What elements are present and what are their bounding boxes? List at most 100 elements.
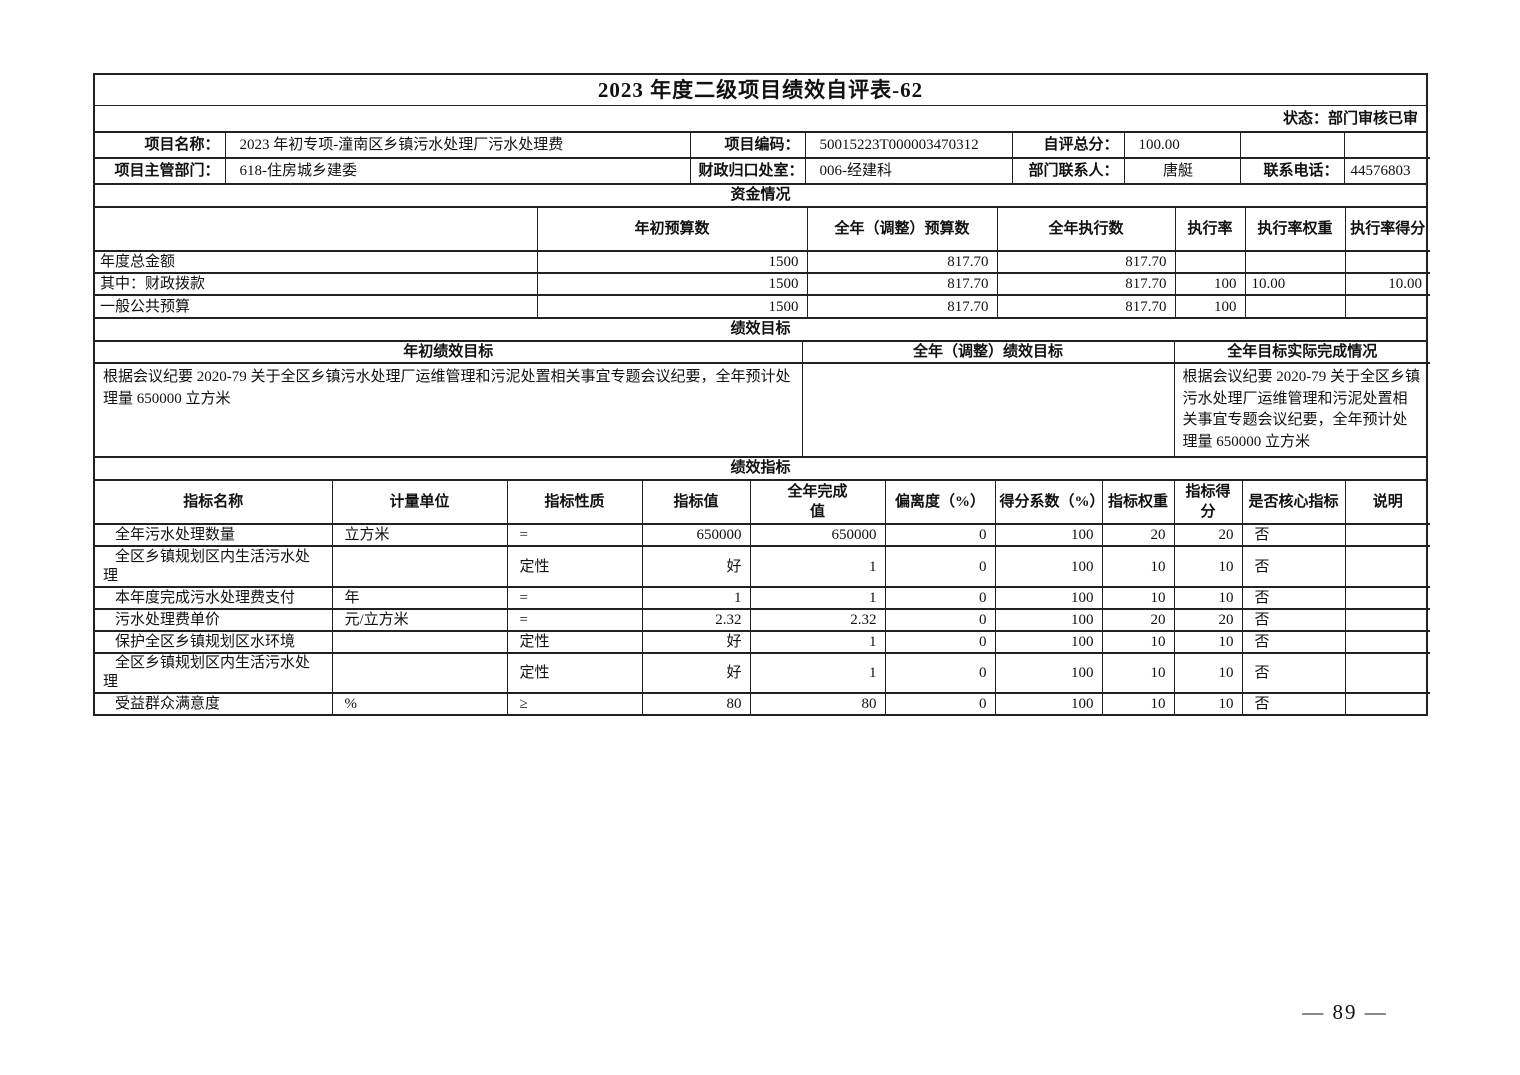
ind-header-score-coef: 得分系数（%）: [994, 481, 1102, 524]
indicator-name: 全区乡镇规划区内生活污水处理: [95, 652, 332, 693]
fund-cell: [1344, 250, 1430, 273]
fund-header-row: 年初预算数 全年（调整）预算数 全年执行数 执行率 执行率权重 执行率得分: [95, 208, 1430, 251]
goals-section: 年初绩效目标 全年（调整）绩效目标 全年目标实际完成情况 根据会议纪要 2020…: [95, 340, 1430, 456]
fund-row-label: 年度总金额: [95, 250, 537, 273]
fund-cell: 1500: [536, 294, 807, 317]
indicator-deviation: 0: [884, 652, 995, 693]
project-info-table: 项目名称： 2023 年初专项-潼南区乡镇污水处理厂污水处理费 项目编码： 50…: [95, 133, 1430, 183]
indicator-completed: 1: [749, 586, 885, 609]
indicator-note: [1344, 545, 1430, 587]
self-score-label: 自评总分：: [1011, 133, 1124, 158]
office-label: 财政归口处室：: [689, 157, 805, 183]
fund-cell: 817.70: [806, 294, 997, 317]
indicator-score-coef: 100: [994, 630, 1102, 653]
indicator-weight: 10: [1101, 652, 1174, 693]
indicator-core-flag: 否: [1241, 523, 1345, 546]
indicators-section-title: 绩效指标: [95, 456, 1426, 479]
indicator-deviation: 0: [884, 630, 995, 653]
fund-section-title: 资金情况: [95, 183, 1426, 206]
indicator-core-flag: 否: [1241, 630, 1345, 653]
indicator-score: 10: [1173, 586, 1242, 609]
indicator-note: [1344, 586, 1430, 609]
ind-header-kind: 指标性质: [506, 481, 642, 524]
indicator-score-coef: 100: [994, 652, 1102, 693]
indicator-unit: [331, 652, 507, 693]
fund-cell: 100: [1174, 272, 1245, 295]
ind-header-completed: 全年完成 值: [749, 481, 885, 524]
fund-cell: [1344, 294, 1430, 317]
indicator-completed: 80: [749, 692, 885, 714]
indicator-score-coef: 100: [994, 586, 1102, 609]
indicator-core-flag: 否: [1241, 652, 1345, 693]
fund-header-exec-rate-score: 执行率得分: [1344, 208, 1430, 251]
indicator-row: 污水处理费单价 元/立方米 = 2.32 2.32 0 100 20 20 否: [95, 608, 1430, 631]
fund-row-fiscal: 其中：财政拨款 1500 817.70 817.70 100 10.00 10.…: [95, 272, 1430, 295]
empty-cell: [1343, 133, 1430, 158]
indicator-row: 全年污水处理数量 立方米 = 650000 650000 0 100 20 20…: [95, 523, 1430, 546]
status-text: 状态：部门审核已审: [95, 105, 1426, 131]
indicator-completed: 1: [749, 545, 885, 587]
self-evaluation-form: 2023 年度二级项目绩效自评表-62 状态：部门审核已审 项目名称： 2023…: [93, 73, 1430, 716]
indicator-weight: 10: [1101, 545, 1174, 587]
project-info-row-2: 项目主管部门： 618-住房城乡建委 财政归口处室： 006-经建科 部门联系人…: [95, 157, 1430, 183]
indicator-deviation: 0: [884, 586, 995, 609]
indicators-table: 指标名称 计量单位 指标性质 指标值 全年完成 值 偏离度（%） 得分系数（%）…: [95, 481, 1430, 714]
fund-cell: 817.70: [996, 250, 1175, 273]
indicator-completed: 1: [749, 652, 885, 693]
indicator-target: 1: [641, 586, 750, 609]
goals-header-adjusted: 全年（调整）绩效目标: [801, 342, 1174, 363]
page-title: 2023 年度二级项目绩效自评表-62: [597, 78, 924, 102]
fund-header-initial-budget: 年初预算数: [536, 208, 807, 251]
ind-header-weight: 指标权重: [1101, 481, 1174, 524]
fund-section: 年初预算数 全年（调整）预算数 全年执行数 执行率 执行率权重 执行率得分 年度…: [95, 206, 1430, 317]
ind-header-core: 是否核心指标: [1241, 481, 1345, 524]
indicator-score: 10: [1173, 545, 1242, 587]
indicator-weight: 10: [1101, 586, 1174, 609]
indicator-row: 全区乡镇规划区内生活污水处理 定性 好 1 0 100 10 10 否: [95, 652, 1430, 693]
indicator-target: 好: [641, 652, 750, 693]
fund-cell: [1244, 294, 1345, 317]
project-name-value: 2023 年初专项-潼南区乡镇污水处理厂污水处理费: [224, 133, 690, 158]
project-info-row-1: 项目名称： 2023 年初专项-潼南区乡镇污水处理厂污水处理费 项目编码： 50…: [95, 133, 1430, 158]
ind-header-note: 说明: [1344, 481, 1430, 524]
indicator-name: 全年污水处理数量: [95, 523, 332, 546]
indicator-note: [1344, 630, 1430, 653]
indicator-kind: ≥: [506, 692, 642, 714]
indicator-core-flag: 否: [1241, 608, 1345, 631]
indicator-name: 污水处理费单价: [95, 608, 332, 631]
ind-header-name: 指标名称: [183, 494, 244, 510]
indicator-completed: 1: [749, 630, 885, 653]
ind-header-deviation: 偏离度（%）: [884, 481, 995, 524]
fund-row-label: 其中：财政拨款: [95, 272, 537, 295]
phone-label: 联系电话：: [1239, 157, 1344, 183]
project-code-value: 50015223T000003470312: [804, 133, 1012, 158]
ind-header-score: 指标得分: [1173, 481, 1242, 524]
indicator-score-coef: 100: [994, 692, 1102, 714]
goals-header-actual: 全年目标实际完成情况: [1173, 342, 1430, 363]
indicator-name: 受益群众满意度: [95, 692, 332, 714]
indicator-name: 全区乡镇规划区内生活污水处理: [95, 545, 332, 587]
fund-row-public-budget: 一般公共预算 1500 817.70 817.70 100: [95, 294, 1430, 317]
indicator-kind: 定性: [506, 545, 642, 587]
fund-header-exec-rate: 执行率: [1174, 208, 1245, 251]
goals-header-initial: 年初绩效目标: [403, 344, 494, 360]
fund-cell: 1500: [536, 272, 807, 295]
indicator-kind: 定性: [506, 652, 642, 693]
indicator-row: 保护全区乡镇规划区水环境 定性 好 1 0 100 10 10 否: [95, 630, 1430, 653]
indicator-row: 全区乡镇规划区内生活污水处理 定性 好 1 0 100 10 10 否: [95, 545, 1430, 587]
indicator-target: 好: [641, 545, 750, 587]
fund-header-blank: [95, 208, 537, 251]
indicator-unit: [331, 545, 507, 587]
project-name-label: 项目名称：: [144, 137, 220, 153]
indicator-unit: 立方米: [331, 523, 507, 546]
ind-header-target: 指标值: [641, 481, 750, 524]
indicator-deviation: 0: [884, 523, 995, 546]
ind-header-unit: 计量单位: [331, 481, 507, 524]
indicator-kind: =: [506, 523, 642, 546]
fund-header-executed: 全年执行数: [996, 208, 1175, 251]
goals-section-title: 绩效目标: [95, 317, 1426, 340]
indicator-score-coef: 100: [994, 523, 1102, 546]
indicator-weight: 20: [1101, 608, 1174, 631]
fund-cell: 817.70: [996, 272, 1175, 295]
indicator-kind: 定性: [506, 630, 642, 653]
